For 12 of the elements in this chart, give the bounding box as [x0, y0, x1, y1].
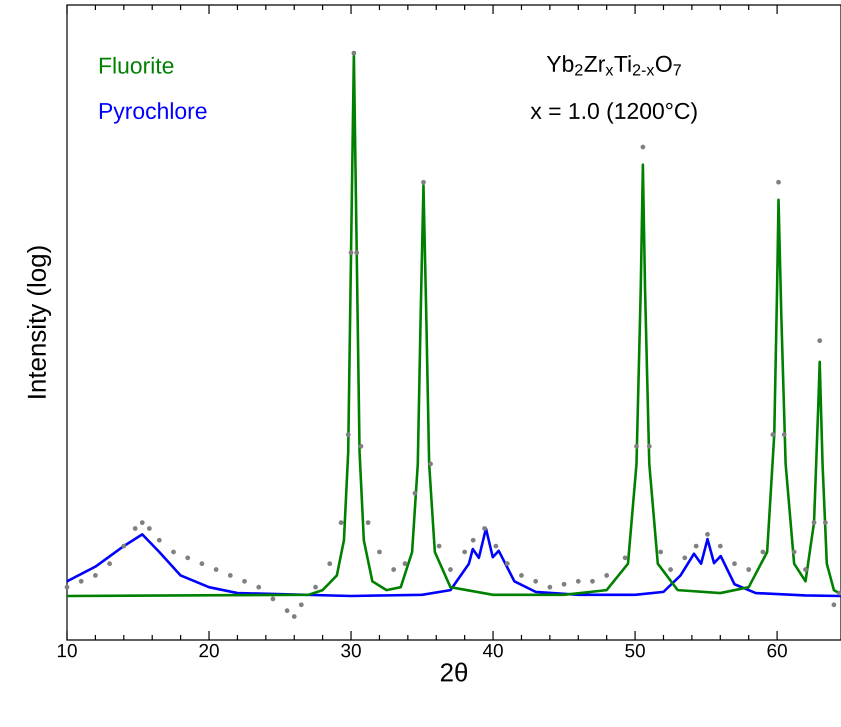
x-axis-title: 2θ: [440, 662, 468, 682]
x-tick-label: 60: [768, 644, 787, 658]
text: x = 1.0 (1200°C): [530, 102, 697, 124]
text: Pyrochlore: [100, 102, 207, 124]
x-tick-label: 50: [625, 644, 645, 658]
x-tick-label: 40: [482, 644, 503, 658]
text: Fluorite: [100, 56, 174, 74]
chart-title: Yb$_{2}$Zr$_{x}$Ti$_{2-x}$O$_{7}$: [546, 55, 681, 76]
x-tick-label: 30: [341, 644, 361, 658]
x-tick-label: 20: [199, 644, 219, 658]
y-axis-title: Intensity (log): [26, 246, 52, 398]
x-tick-label: 10: [58, 644, 77, 658]
